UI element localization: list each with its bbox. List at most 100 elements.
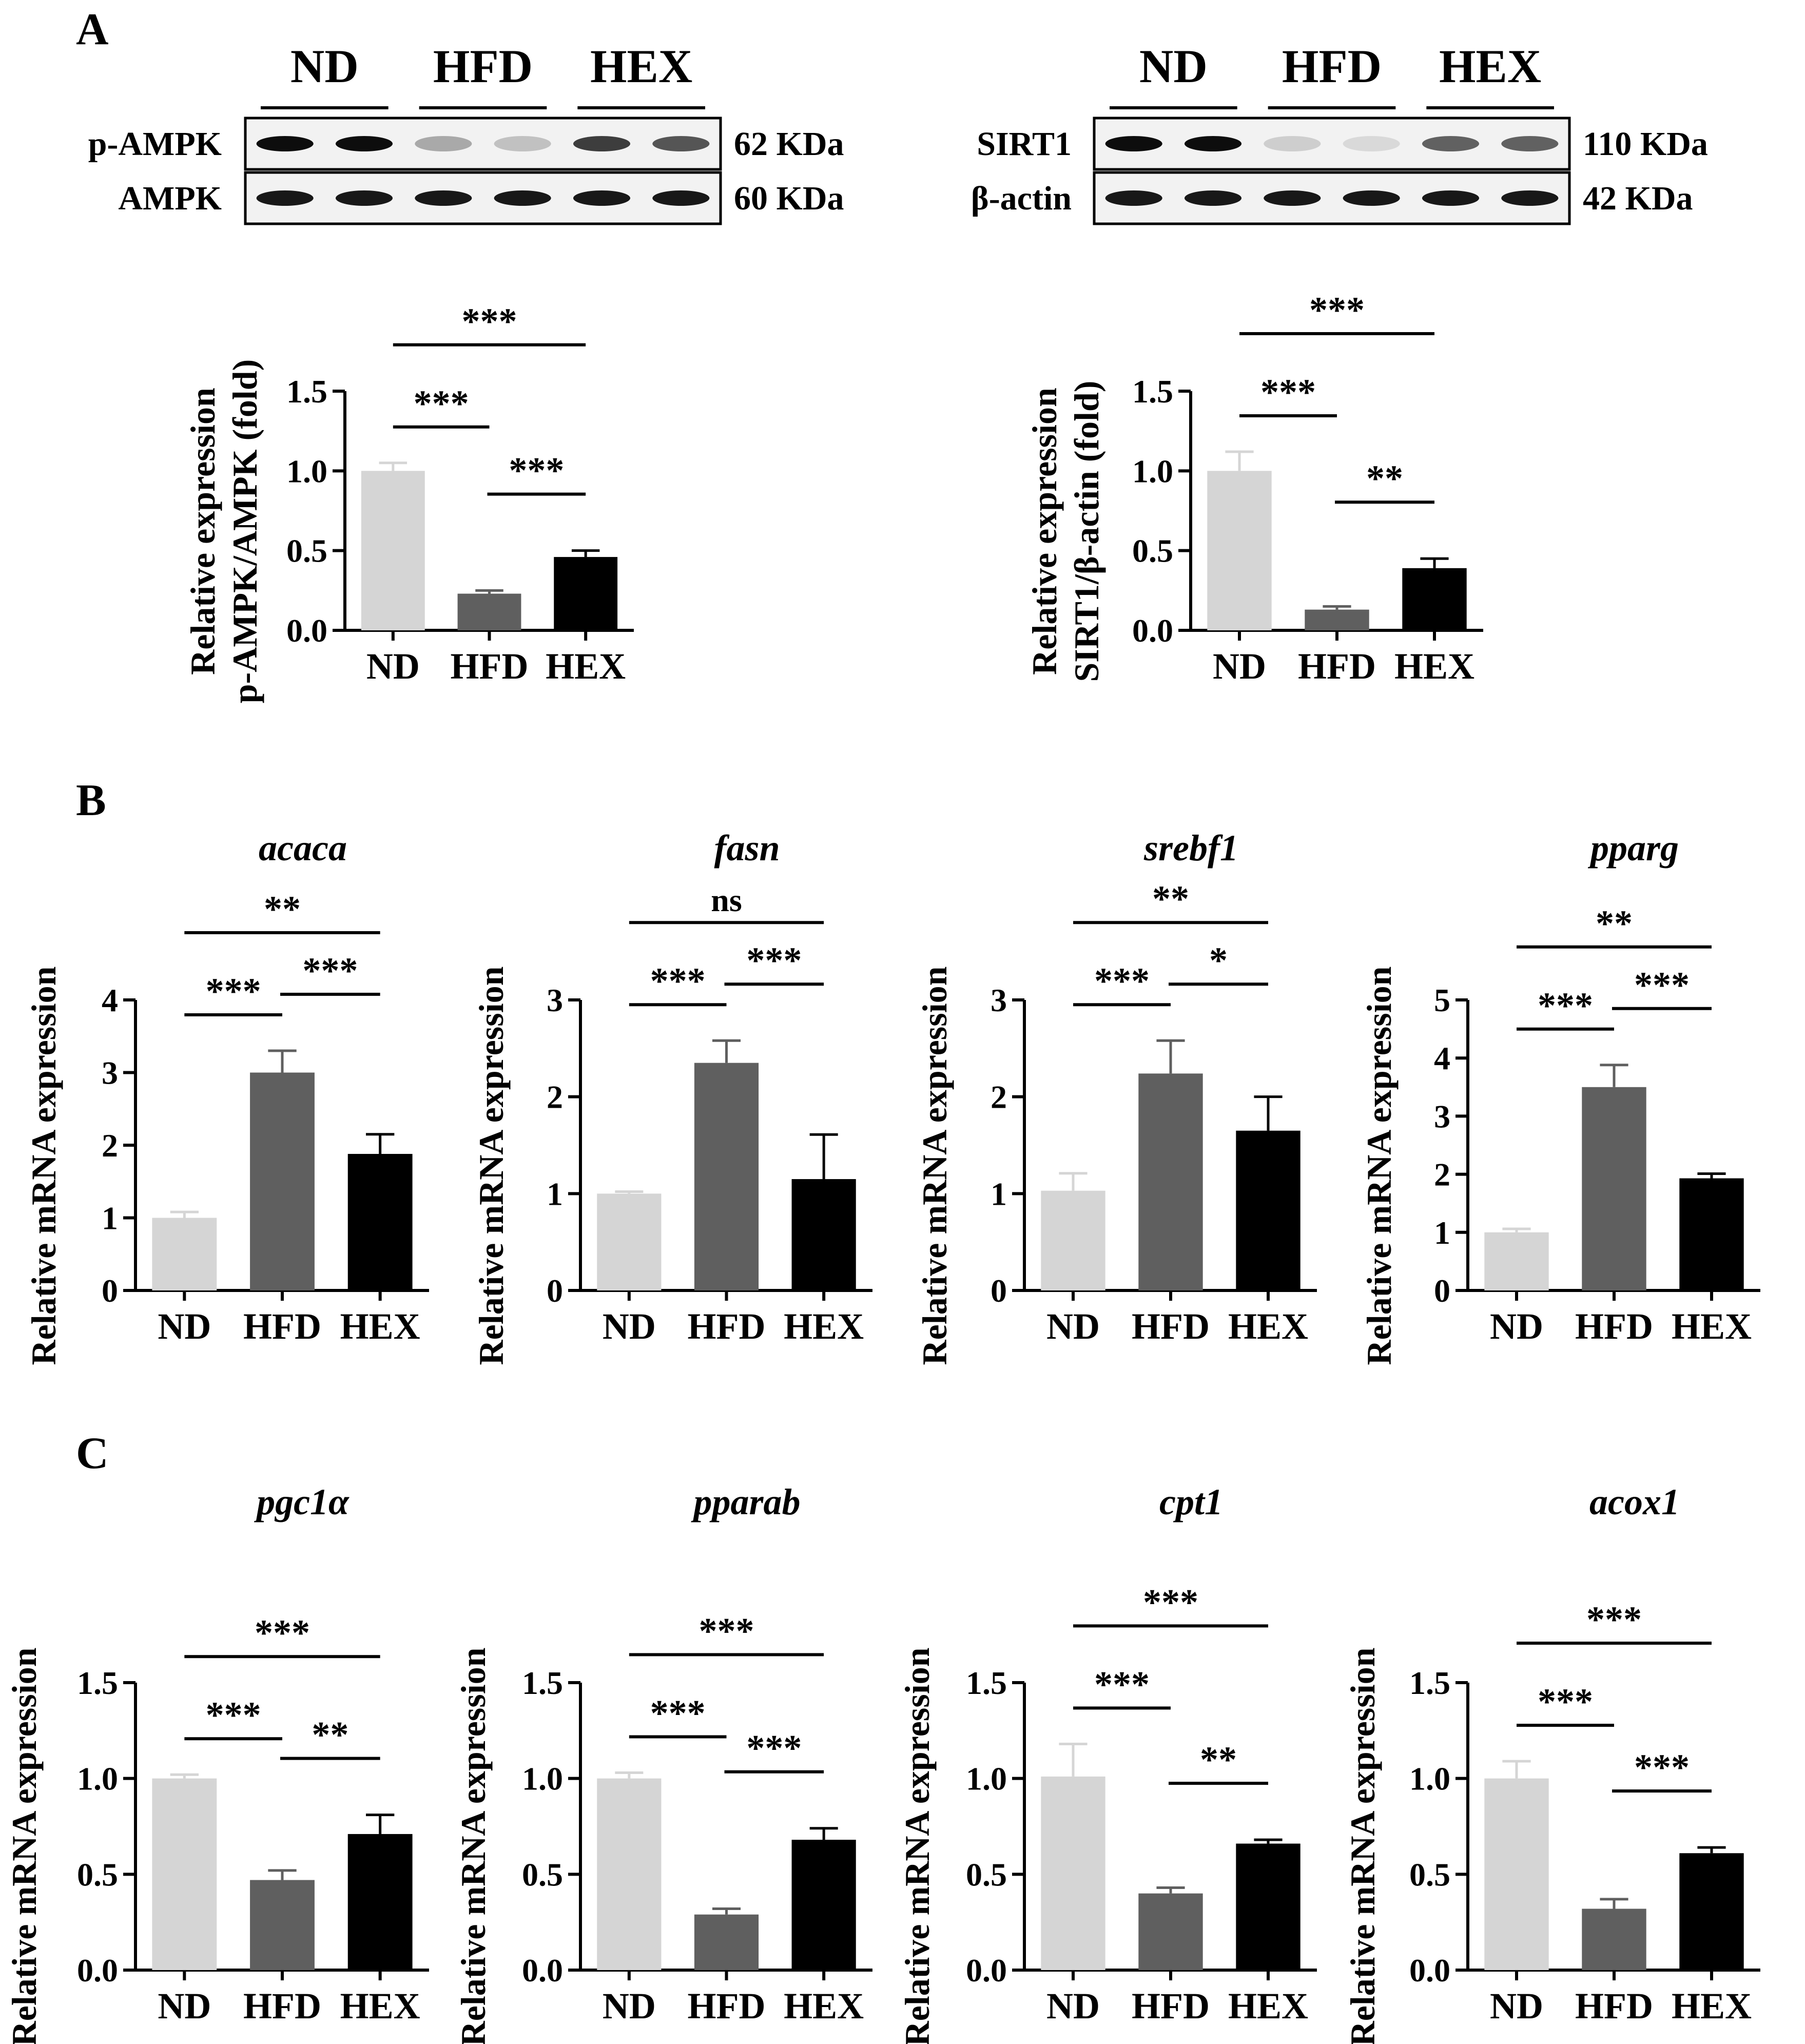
significance-label: ***	[1309, 290, 1365, 331]
y-tick-label: 1	[991, 1175, 1007, 1212]
bar-hfd	[250, 1072, 315, 1290]
bar-hfd	[250, 1880, 315, 1970]
y-axis-label: Relative mRNA expression	[1343, 1648, 1382, 2044]
blot-band	[1264, 190, 1321, 206]
bar-nd	[1484, 1232, 1549, 1290]
y-tick-label: 2	[102, 1127, 118, 1164]
blot-band	[1422, 190, 1480, 206]
western-blot-1: ND HFD HEX p-AMPK 62 KDa AMPK 60 KDa	[88, 40, 844, 225]
y-tick-label: 0.0	[286, 612, 327, 649]
y-axis-label: Relative mRNA expression	[24, 967, 63, 1365]
panel-labels: A B C	[76, 5, 109, 1478]
significance-label: **	[264, 889, 301, 930]
bar-nd	[152, 1218, 217, 1290]
chart-panel-a-1: Relative expression p-AMPK/AMPK (fold) 0.0…	[183, 301, 634, 703]
blot-band	[652, 136, 710, 151]
significance-label: ***	[1260, 372, 1316, 413]
chart-pparab: pparab Relative mRNA expression 0.0 0.5 1.0 1…	[454, 1481, 872, 2044]
y-tick-label: 1.5	[1132, 373, 1173, 410]
x-tick-label: HFD	[688, 1306, 766, 1347]
y-tick-label: 1.0	[77, 1761, 118, 1797]
x-tick-label: HEX	[1228, 1985, 1308, 2027]
y-axis-label: Relative expression	[183, 388, 222, 675]
x-tick-label: ND	[1490, 1306, 1543, 1347]
y-tick-label: 3	[991, 982, 1007, 1018]
blot-band	[1343, 136, 1400, 151]
significance-label: ***	[1094, 960, 1150, 1001]
significance-label: ***	[746, 1728, 802, 1769]
blot-band	[256, 136, 314, 151]
blot-band	[573, 136, 631, 151]
y-tick-label: 0.5	[1409, 1856, 1450, 1893]
blot-header-hex: HEX	[590, 40, 692, 92]
chart-title: pparg	[1587, 827, 1679, 869]
bar-hex	[1679, 1178, 1744, 1290]
significance-label: ***	[1634, 965, 1690, 1006]
significance-label: ***	[509, 450, 564, 491]
panel-label-c: C	[76, 1429, 109, 1478]
significance-label: *	[1209, 940, 1228, 981]
bar-hfd	[1582, 1087, 1646, 1290]
y-tick-label: 1.5	[77, 1665, 118, 1701]
bar-hex	[1236, 1843, 1301, 1970]
y-tick-label: 0.0	[522, 1952, 563, 1989]
western-blots: ND HFD HEX p-AMPK 62 KDa AMPK 60 KDa ND HFD HEX SI…	[88, 40, 1708, 225]
x-tick-label: HFD	[1298, 646, 1376, 687]
y-tick-label: 0.0	[966, 1952, 1007, 1989]
x-tick-label: ND	[603, 1985, 656, 2027]
bar-hfd	[457, 593, 521, 630]
chart-fasn: fasn Relative mRNA expression 0 1 2 3 ND HFD HEX…	[472, 827, 872, 1365]
blot-protein-label: β-actin	[971, 180, 1072, 217]
y-axis-label: Relative mRNA expression	[454, 1648, 493, 2044]
y-axis-label: Relative expression	[1025, 388, 1064, 675]
blot-band	[1184, 136, 1242, 151]
significance-label: ***	[1143, 1582, 1198, 1623]
chart-title: acaca	[259, 827, 347, 869]
x-tick-label: HFD	[451, 646, 529, 687]
x-tick-label: HEX	[784, 1985, 864, 2027]
blot-protein-label: p-AMPK	[88, 125, 222, 163]
y-tick-label: 0.5	[966, 1856, 1007, 1893]
y-tick-label: 0	[1434, 1272, 1450, 1309]
x-tick-label: HFD	[1132, 1306, 1210, 1347]
x-tick-label: ND	[158, 1985, 211, 2027]
x-tick-label: HFD	[688, 1985, 766, 2027]
significance-label: ***	[206, 1694, 261, 1736]
significance-label: ***	[414, 383, 469, 424]
x-tick-label: HEX	[1672, 1306, 1752, 1347]
y-axis-label: p-AMPK/AMPK (fold)	[225, 359, 264, 703]
blot-strip	[244, 171, 722, 225]
blot-band	[415, 190, 472, 206]
y-tick-label: 2	[547, 1079, 563, 1115]
x-tick-label: ND	[603, 1306, 656, 1347]
bar-charts: Relative expression p-AMPK/AMPK (fold) 0.0…	[5, 290, 1760, 2044]
blot-strip	[244, 117, 722, 171]
chart-title: pgc1α	[254, 1481, 350, 1522]
y-tick-label: 1	[102, 1200, 118, 1237]
y-axis-label: Relative mRNA expression	[915, 967, 954, 1365]
blot-band	[1105, 136, 1162, 151]
chart-acaca: acaca Relative mRNA expression 0 1 2 3 4 ND HFD H…	[24, 827, 429, 1365]
y-axis-label: Relative mRNA expression	[472, 967, 511, 1365]
x-tick-label: ND	[366, 646, 420, 687]
blot-band	[256, 190, 314, 206]
y-tick-label: 0.5	[77, 1856, 118, 1893]
blot-protein-label: AMPK	[118, 180, 222, 217]
significance-label: ***	[462, 301, 517, 342]
panel-label-a: A	[76, 5, 109, 54]
chart-pparg: pparg Relative mRNA expression 0 1 2 3 4 5 ND HFD…	[1360, 827, 1760, 1365]
blot-band	[1105, 190, 1162, 206]
y-tick-label: 1	[1434, 1214, 1450, 1251]
significance-label: **	[1596, 903, 1633, 944]
chart-srebf1: srebf1 Relative mRNA expression 0 1 2 3 ND HFD H…	[915, 827, 1317, 1365]
y-axis-label: SIRT1/β-actin (fold)	[1067, 381, 1106, 682]
significance-label: ***	[302, 950, 358, 991]
bar-nd	[361, 471, 425, 630]
western-blot-2: ND HFD HEX SIRT1 110 KDa β-actin 42 KDa	[971, 40, 1708, 225]
bar-hex	[554, 557, 618, 630]
bar-nd	[597, 1193, 662, 1290]
significance-label: ns	[711, 882, 742, 918]
y-tick-label: 0.5	[1132, 533, 1173, 569]
x-tick-label: ND	[158, 1306, 211, 1347]
y-tick-label: 0	[991, 1272, 1007, 1309]
